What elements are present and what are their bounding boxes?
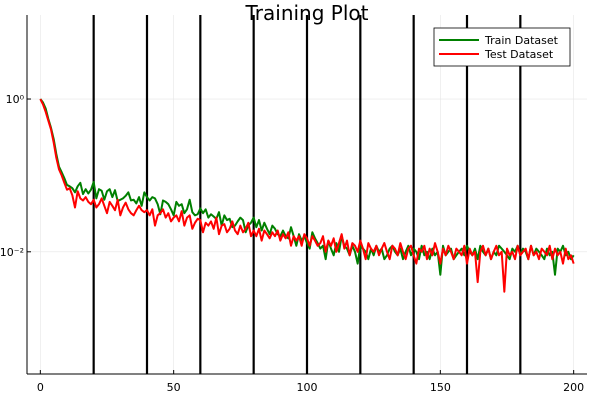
legend-label-0: Train Dataset — [484, 34, 559, 47]
x-tick-label-0: 0 — [37, 381, 44, 394]
legend-label-1: Test Dataset — [484, 48, 554, 61]
chart-title: Training Plot — [245, 1, 369, 25]
legend-box — [433, 27, 571, 67]
vertical-lines — [92, 15, 522, 374]
x-tick-label-2: 100 — [297, 381, 318, 394]
x-tick-label-4: 200 — [563, 381, 584, 394]
series-layer — [39, 98, 575, 293]
x-tick-label-1: 50 — [167, 381, 181, 394]
y-tick-label-0: 10⁰ — [6, 93, 25, 106]
axes-layer — [26, 15, 587, 375]
y-tick-label-1: 10⁻² — [0, 246, 24, 259]
series-line-test-dataset — [39, 98, 575, 293]
tick-labels: 0 50 100 150 200 10⁰ 10⁻² — [0, 93, 584, 394]
x-tick-label-3: 150 — [430, 381, 451, 394]
